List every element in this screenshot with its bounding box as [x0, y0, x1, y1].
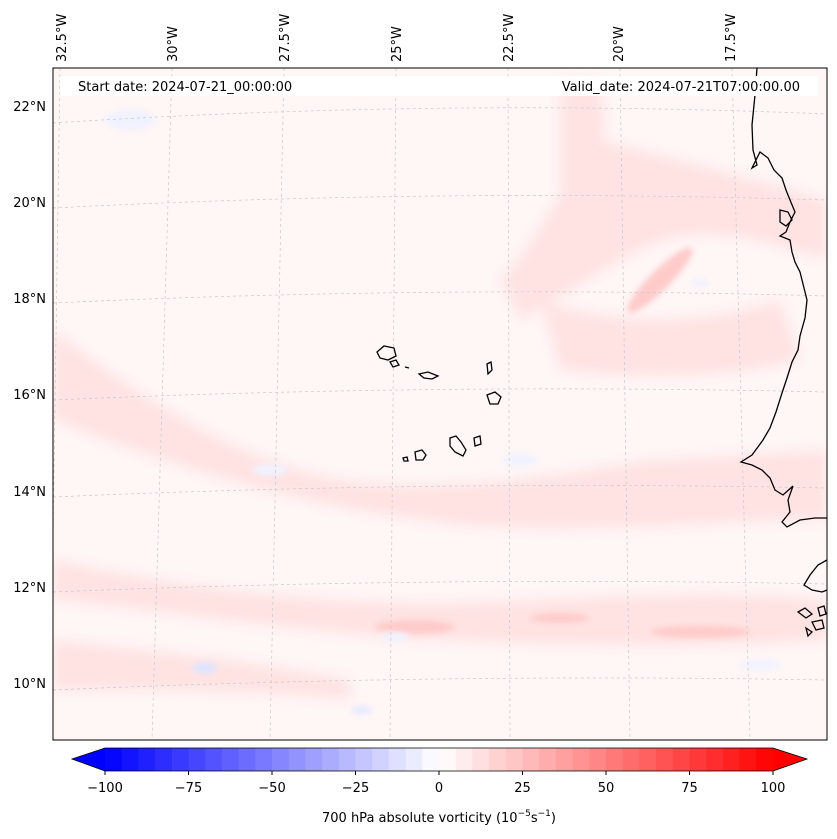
colorbar-tick-label: −100: [87, 781, 123, 796]
colorbar-cell: [522, 748, 540, 771]
colorbar-label-close: ): [551, 811, 556, 826]
colorbar-cell: [489, 748, 507, 771]
lon-label: 20°W: [612, 26, 627, 62]
island-brava: [402, 456, 409, 462]
colorbar-tick-label: −75: [175, 781, 202, 796]
colorbar-cell: [756, 748, 774, 771]
lat-label: 10°N: [13, 677, 46, 692]
colorbar-cell: [188, 748, 206, 771]
colorbar-cell: [238, 748, 256, 771]
colorbar-tick-label: −25: [342, 781, 369, 796]
colorbar: −100 −75 −50 −25 0 25 50 75 100 700 hPa …: [70, 747, 809, 826]
lat-label: 12°N: [13, 581, 46, 596]
colorbar-cell: [672, 748, 690, 771]
colorbar-cells: [105, 748, 774, 771]
lat-label: 22°N: [13, 100, 46, 115]
colorbar-cell: [739, 748, 757, 771]
bijagos-islands: [796, 605, 827, 638]
colorbar-max-extend-arrow: [773, 748, 807, 771]
colorbar-cell: [722, 748, 740, 771]
colorbar-cell: [221, 748, 239, 771]
colorbar-min-extend-arrow: [72, 748, 105, 771]
colorbar-cell: [606, 748, 624, 771]
colorbar-tick-label: 100: [761, 781, 786, 796]
africa-coastline: [739, 68, 827, 528]
lat-label: 16°N: [13, 388, 46, 403]
colorbar-cell: [689, 748, 707, 771]
colorbar-cell: [355, 748, 373, 771]
lat-label: 20°N: [13, 196, 46, 211]
colorbar-tick-label: 50: [598, 781, 615, 796]
guinea-bissau-coast: [803, 559, 827, 593]
coast-segment-senegal: [779, 209, 793, 227]
colorbar-cell: [255, 748, 273, 771]
colorbar-cell: [171, 748, 189, 771]
colorbar-cell: [572, 748, 590, 771]
colorbar-cell: [706, 748, 724, 771]
colorbar-cell: [138, 748, 156, 771]
island-maio: [473, 435, 482, 447]
colorbar-cell: [472, 748, 490, 771]
colorbar-cell: [539, 748, 557, 771]
colorbar-cell: [639, 748, 657, 771]
colorbar-tick-label: 25: [514, 781, 531, 796]
colorbar-cell: [388, 748, 406, 771]
colorbar-tick-label: 75: [681, 781, 698, 796]
colorbar-label-exponent: −1: [538, 809, 551, 819]
start-date-label: Start date: 2024-07-21_00:00:00: [78, 80, 292, 95]
colorbar-cell: [455, 748, 473, 771]
lon-label: 27.5°W: [278, 14, 293, 62]
colorbar-cell: [338, 748, 356, 771]
lat-label: 18°N: [13, 292, 46, 307]
island-sal: [486, 361, 493, 376]
colorbar-label: 700 hPa absolute vorticity (10−5s−1): [322, 809, 556, 826]
colorbar-cell: [405, 748, 423, 771]
island-sao-vicente: [389, 359, 400, 368]
colorbar-cell: [622, 748, 640, 771]
colorbar-label-unit: s: [531, 811, 538, 826]
latitude-labels: 22°N 20°N 18°N 16°N 14°N 12°N 10°N: [13, 100, 46, 692]
date-banner: [60, 76, 818, 96]
colorbar-label-exponent: −5: [518, 809, 531, 819]
lat-label: 14°N: [13, 485, 46, 500]
lon-label: 32.5°W: [55, 14, 70, 62]
colorbar-cell: [155, 748, 173, 771]
colorbar-cell: [505, 748, 523, 771]
coastlines: [376, 68, 827, 638]
lon-label: 22.5°W: [502, 14, 517, 62]
colorbar-cell: [656, 748, 674, 771]
colorbar-cell: [372, 748, 390, 771]
colorbar-cell: [288, 748, 306, 771]
colorbar-cell: [305, 748, 323, 771]
vorticity-field: [53, 80, 827, 714]
island-santiago: [449, 435, 467, 457]
colorbar-cell: [121, 748, 139, 771]
colorbar-cell: [272, 748, 290, 771]
island-santo-antao: [376, 345, 397, 361]
colorbar-cell: [205, 748, 223, 771]
valid-date-label: Valid_date: 2024-07-21T07:00:00.00: [562, 80, 800, 95]
colorbar-cell: [439, 748, 457, 771]
lon-label: 25°W: [390, 26, 405, 62]
island-fogo: [414, 449, 427, 461]
colorbar-cell: [322, 748, 340, 771]
lon-label: 30°W: [166, 26, 181, 62]
island-sao-nicolau: [417, 371, 440, 380]
colorbar-ticks: [104, 771, 774, 775]
map-panel: Start date: 2024-07-21_00:00:00 Valid_da…: [52, 67, 828, 741]
colorbar-cell: [422, 748, 440, 771]
colorbar-cell: [555, 748, 573, 771]
colorbar-tick-label: −50: [258, 781, 285, 796]
lon-label: 17.5°W: [724, 14, 739, 62]
map-frame: [52, 67, 828, 741]
island-santa-luzia: [404, 366, 410, 369]
longitude-labels: 32.5°W 30°W 27.5°W 25°W 22.5°W 20°W 17.5…: [55, 14, 739, 62]
colorbar-tick-label: 0: [435, 781, 443, 796]
colorbar-cell: [589, 748, 607, 771]
colorbar-cell: [105, 748, 123, 771]
colorbar-label-text: 700 hPa absolute vorticity (10: [322, 811, 518, 826]
graticule: [53, 68, 827, 740]
island-boa-vista: [486, 391, 502, 405]
